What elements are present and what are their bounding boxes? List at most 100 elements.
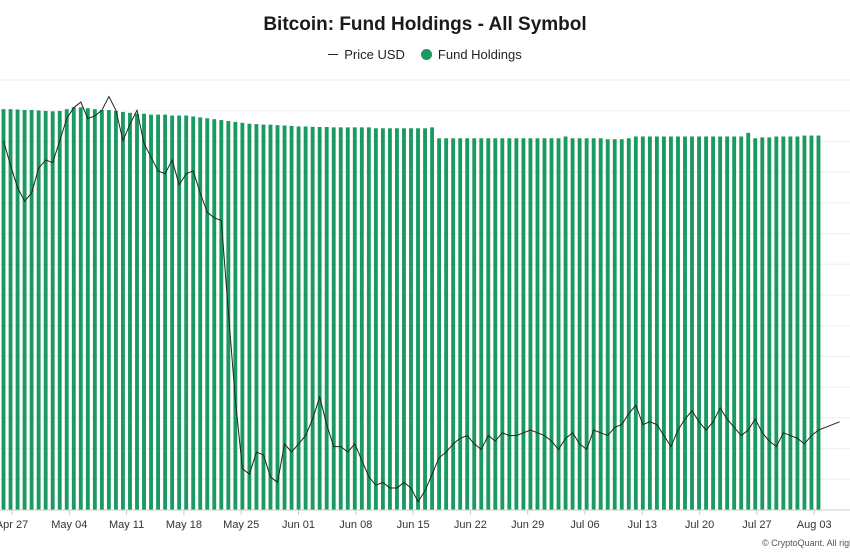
fund-holdings-bar[interactable]: [661, 136, 666, 511]
fund-holdings-bar[interactable]: [198, 117, 203, 510]
fund-holdings-bar[interactable]: [788, 136, 793, 511]
fund-holdings-bar[interactable]: [402, 128, 406, 510]
fund-holdings-bar[interactable]: [556, 138, 561, 510]
fund-holdings-bar[interactable]: [113, 110, 118, 510]
fund-holdings-bar[interactable]: [683, 136, 687, 511]
fund-holdings-bar[interactable]: [430, 127, 434, 511]
fund-holdings-bar[interactable]: [92, 109, 97, 511]
fund-holdings-bar[interactable]: [521, 138, 526, 510]
fund-holdings-bar[interactable]: [767, 137, 772, 510]
fund-holdings-bar[interactable]: [760, 137, 765, 510]
fund-holdings-bar[interactable]: [465, 138, 470, 510]
fund-holdings-bar[interactable]: [802, 135, 807, 510]
fund-holdings-bar[interactable]: [359, 127, 364, 511]
fund-holdings-bar[interactable]: [395, 128, 399, 510]
fund-holdings-bar[interactable]: [296, 126, 301, 511]
fund-holdings-bar[interactable]: [640, 136, 645, 511]
fund-holdings-bar[interactable]: [437, 138, 442, 510]
fund-holdings-bar[interactable]: [135, 113, 139, 511]
fund-holdings-bar[interactable]: [121, 111, 125, 510]
fund-holdings-bar[interactable]: [331, 127, 336, 511]
fund-holdings-bar[interactable]: [774, 136, 779, 511]
fund-holdings-bar[interactable]: [29, 110, 34, 510]
fund-holdings-bar[interactable]: [711, 136, 716, 511]
fund-holdings-bar[interactable]: [36, 110, 41, 511]
fund-holdings-bar[interactable]: [739, 136, 744, 511]
fund-holdings-bar[interactable]: [303, 126, 308, 511]
fund-holdings-bar[interactable]: [697, 136, 701, 511]
fund-holdings-bar[interactable]: [528, 138, 533, 510]
fund-holdings-bar[interactable]: [577, 138, 582, 510]
fund-holdings-bar[interactable]: [43, 110, 48, 510]
fund-holdings-bar[interactable]: [718, 136, 723, 511]
fund-holdings-bar[interactable]: [493, 138, 498, 510]
fund-holdings-bar[interactable]: [261, 124, 266, 510]
fund-holdings-bar[interactable]: [352, 127, 357, 511]
fund-holdings-bar[interactable]: [373, 128, 378, 510]
fund-holdings-bar[interactable]: [191, 116, 196, 510]
fund-holdings-bar[interactable]: [612, 139, 617, 510]
fund-holdings-bar[interactable]: [732, 136, 737, 511]
fund-holdings-bar[interactable]: [212, 119, 217, 511]
fund-holdings-bar[interactable]: [795, 136, 800, 511]
fund-holdings-bar[interactable]: [781, 136, 786, 511]
fund-holdings-bar[interactable]: [233, 121, 238, 510]
fund-holdings-bar[interactable]: [247, 123, 252, 510]
legend-item-price[interactable]: Price USD: [328, 47, 405, 62]
fund-holdings-bar[interactable]: [647, 136, 652, 511]
fund-holdings-bar[interactable]: [451, 138, 456, 510]
fund-holdings-bar[interactable]: [619, 139, 624, 510]
fund-holdings-bar[interactable]: [317, 127, 322, 510]
fund-holdings-bar[interactable]: [310, 126, 315, 510]
fund-holdings-bar[interactable]: [1, 109, 6, 511]
fund-holdings-bar[interactable]: [542, 138, 547, 510]
fund-holdings-bar[interactable]: [514, 138, 519, 510]
fund-holdings-bar[interactable]: [633, 136, 638, 511]
fund-holdings-bar[interactable]: [486, 138, 491, 510]
fund-holdings-bar[interactable]: [64, 109, 69, 511]
fund-holdings-bar[interactable]: [163, 114, 168, 511]
fund-holdings-bar[interactable]: [535, 138, 540, 510]
fund-holdings-bar[interactable]: [268, 124, 273, 510]
fund-holdings-bar[interactable]: [690, 136, 694, 511]
fund-holdings-bar[interactable]: [106, 110, 111, 510]
fund-holdings-bar[interactable]: [15, 109, 20, 511]
fund-holdings-bar[interactable]: [282, 125, 287, 511]
fund-holdings-bar[interactable]: [549, 138, 554, 510]
fund-holdings-bar[interactable]: [240, 122, 245, 510]
fund-holdings-bar[interactable]: [128, 112, 132, 511]
fund-holdings-bar[interactable]: [570, 138, 575, 510]
fund-holdings-bar[interactable]: [458, 138, 463, 510]
fund-holdings-bar[interactable]: [669, 136, 673, 511]
fund-holdings-bar[interactable]: [472, 138, 477, 510]
fund-holdings-bar[interactable]: [184, 115, 189, 510]
fund-holdings-bar[interactable]: [289, 125, 294, 511]
fund-holdings-bar[interactable]: [507, 138, 512, 510]
fund-holdings-bar[interactable]: [22, 109, 27, 510]
fund-holdings-bar[interactable]: [809, 135, 814, 510]
fund-holdings-bar[interactable]: [704, 136, 708, 511]
fund-holdings-bar[interactable]: [423, 128, 427, 510]
price-usd-line-path[interactable]: [3, 95, 840, 503]
fund-holdings-bar[interactable]: [387, 128, 392, 510]
fund-holdings-bar[interactable]: [725, 136, 730, 511]
fund-holdings-bar[interactable]: [275, 125, 280, 510]
legend-item-holdings[interactable]: Fund Holdings: [420, 47, 522, 62]
fund-holdings-bar[interactable]: [71, 107, 76, 510]
fund-holdings-bar[interactable]: [500, 138, 505, 510]
fund-holdings-bar[interactable]: [85, 108, 90, 511]
fund-holdings-bar[interactable]: [219, 120, 224, 510]
fund-holdings-bar[interactable]: [345, 127, 350, 511]
fund-holdings-bar[interactable]: [563, 136, 568, 511]
fund-holdings-bar[interactable]: [149, 114, 153, 511]
fund-holdings-bar[interactable]: [605, 139, 610, 510]
fund-holdings-bar[interactable]: [444, 138, 449, 510]
fund-holdings-bar[interactable]: [57, 110, 62, 510]
fund-holdings-bar[interactable]: [324, 127, 329, 510]
fund-holdings-bar[interactable]: [409, 128, 413, 510]
fund-holdings-bar[interactable]: [746, 132, 751, 510]
fund-holdings-bar[interactable]: [380, 128, 385, 510]
fund-holdings-bar[interactable]: [8, 109, 13, 511]
fund-holdings-bar[interactable]: [170, 115, 175, 510]
fund-holdings-bar[interactable]: [205, 118, 210, 510]
